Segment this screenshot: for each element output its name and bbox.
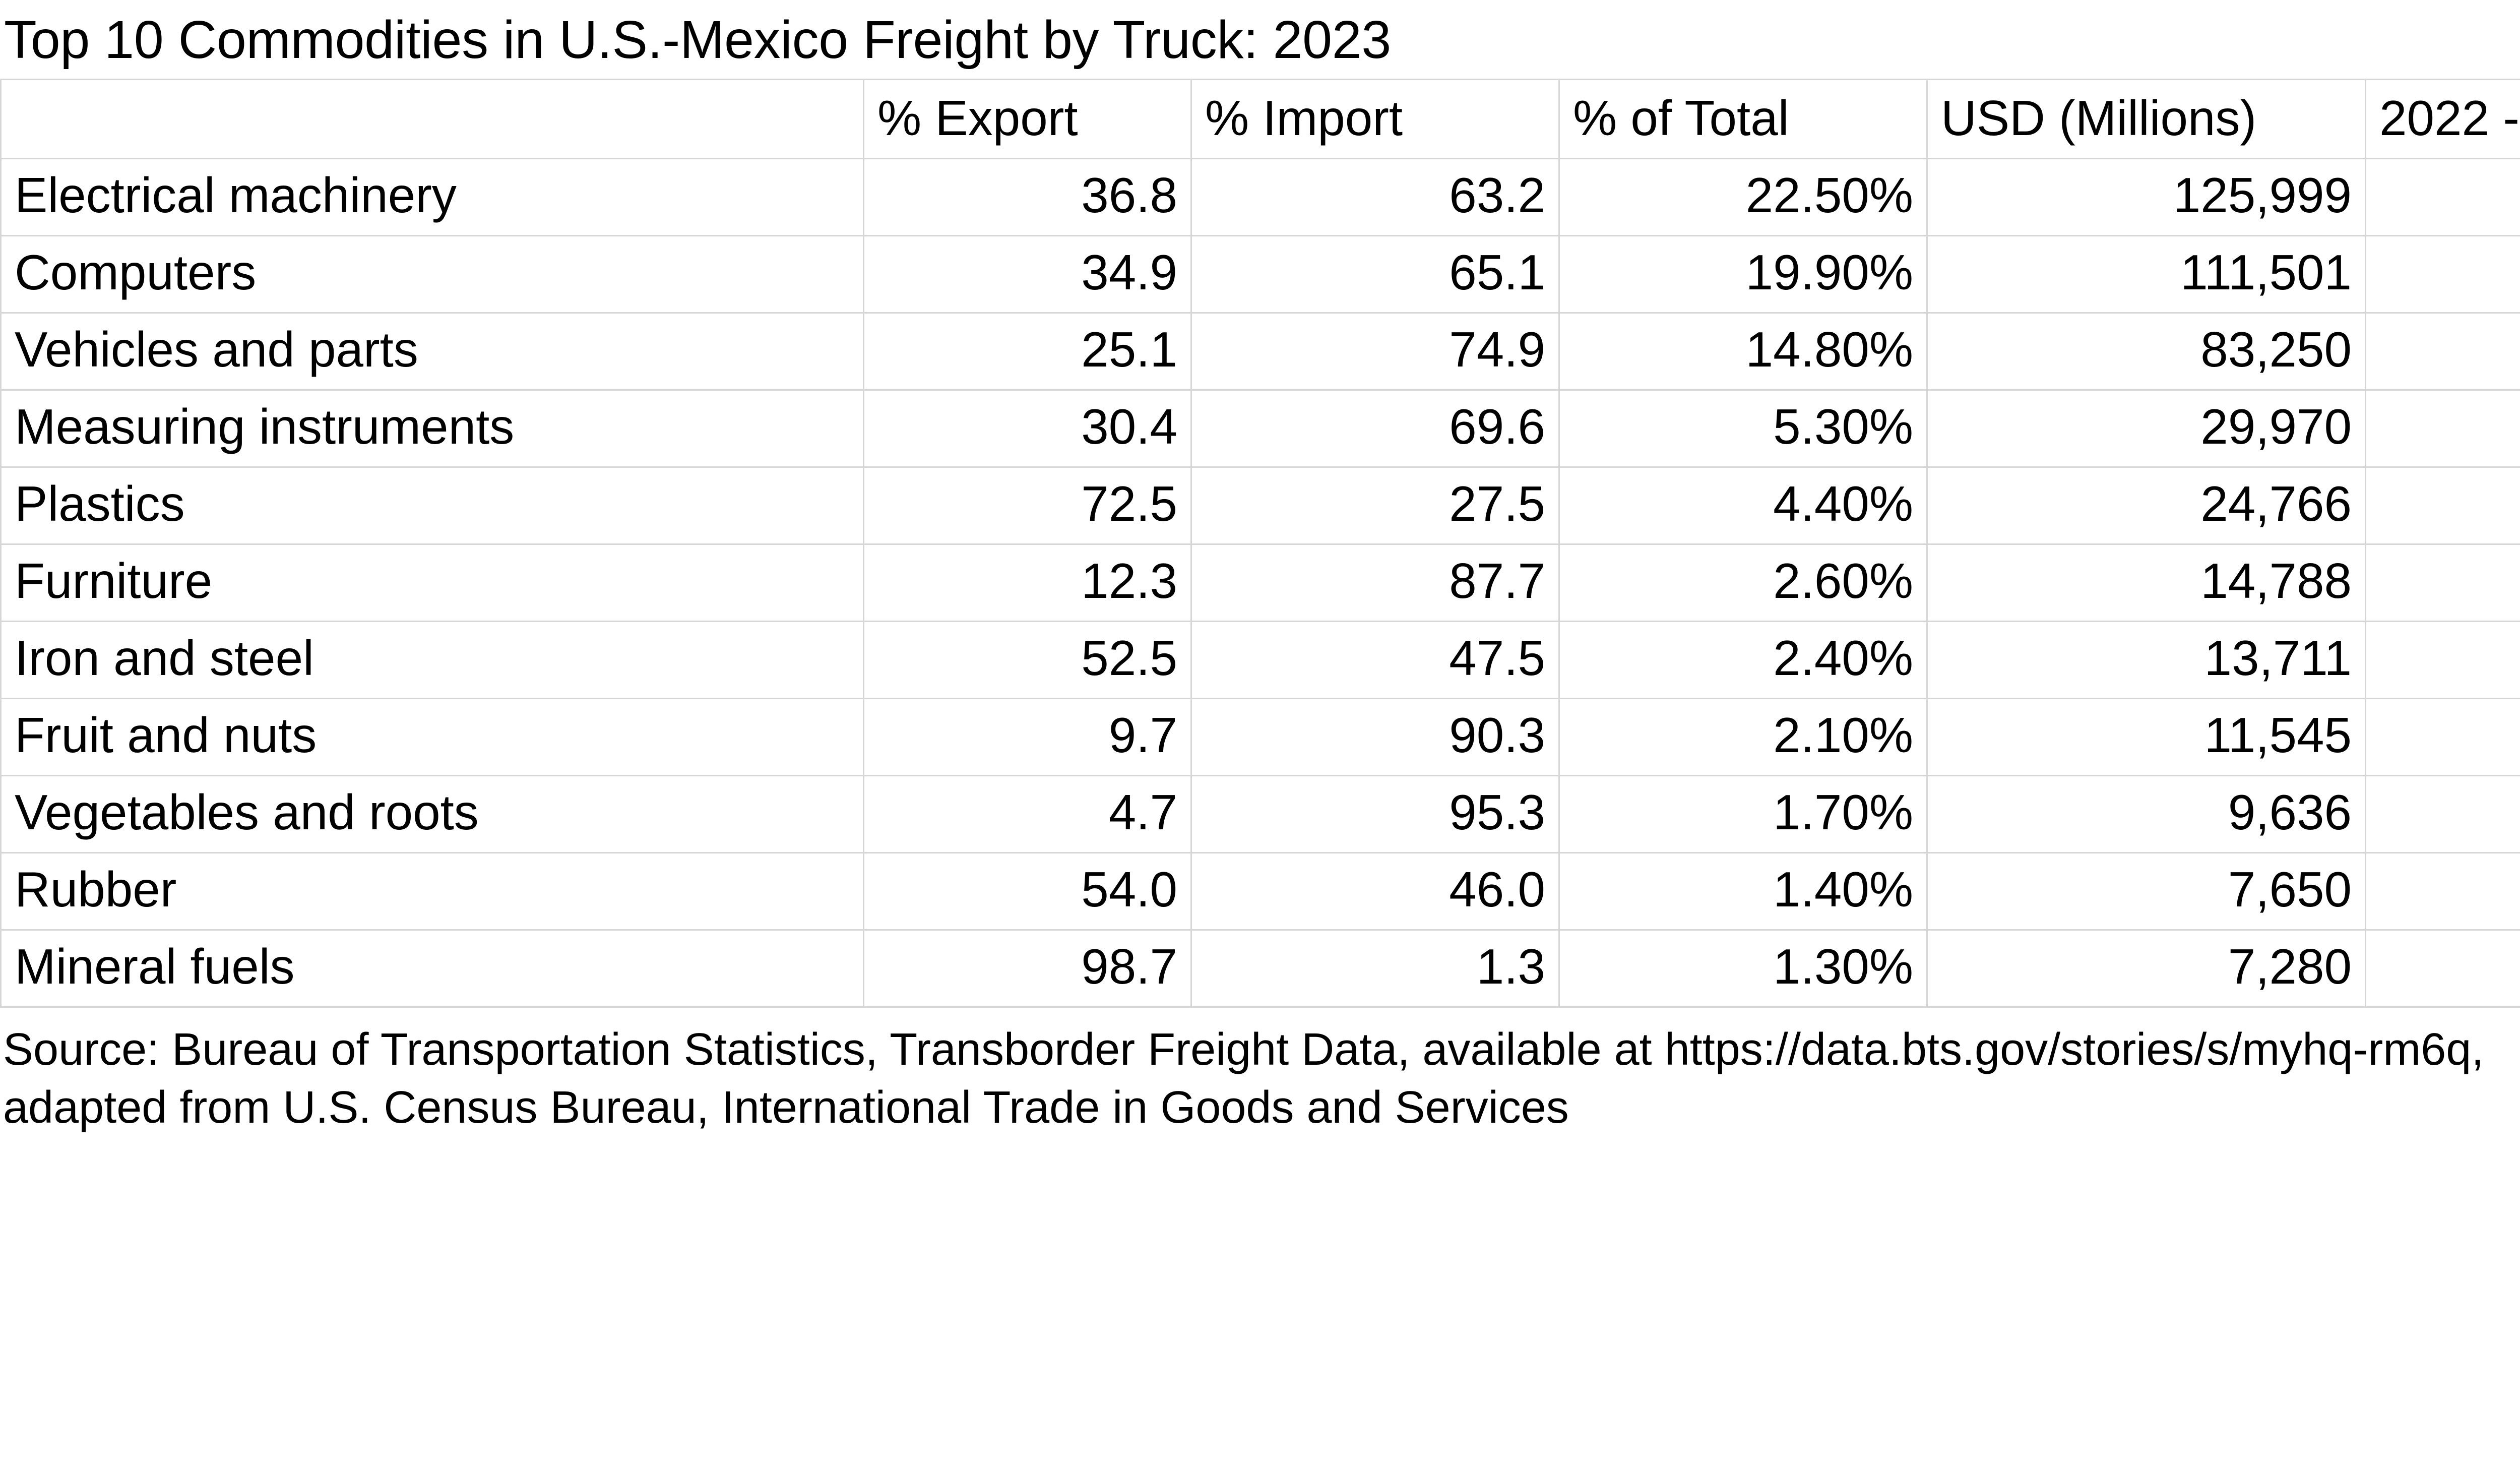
source-note-line-2: adapted from U.S. Census Bureau, Interna…	[3, 1082, 1569, 1133]
cell-usd-millions: 83,250	[1926, 312, 2366, 391]
table-row: Vegetables and roots 4.7 95.3 1.70% 9,63…	[0, 775, 2520, 853]
cell-change-2022-2023: 6.20%	[2365, 158, 2520, 236]
cell-commodity: Computers	[0, 235, 864, 314]
table-header: % Export % Import % of Total USD (Millio…	[0, 79, 2520, 159]
table-header-row: % Export % Import % of Total USD (Millio…	[0, 79, 2520, 159]
cell-usd-millions: 14,788	[1926, 543, 2366, 622]
cell-pct-export: 36.8	[863, 158, 1192, 236]
cell-pct-export: 54.0	[863, 852, 1192, 931]
cell-pct-import: 69.6	[1190, 389, 1560, 468]
cell-pct-of-total: 19.90%	[1558, 235, 1928, 314]
cell-pct-of-total: 4.40%	[1558, 466, 1928, 545]
cell-change-2022-2023: 10.30%	[2365, 852, 2520, 931]
column-header-pct-of-total[interactable]: % of Total	[1558, 79, 1928, 159]
cell-change-2022-2023: 19.00%	[2365, 312, 2520, 391]
source-note: Source: Bureau of Transportation Statist…	[0, 1021, 2520, 1137]
cell-pct-export: 72.5	[863, 466, 1192, 545]
cell-pct-export: 9.7	[863, 698, 1192, 776]
cell-pct-export: 98.7	[863, 929, 1192, 1008]
cell-change-2022-2023: 17.80%	[2365, 389, 2520, 468]
cell-pct-of-total: 1.70%	[1558, 775, 1928, 853]
cell-change-2022-2023: 7.40%	[2365, 775, 2520, 853]
table-row: Vehicles and parts 25.1 74.9 14.80% 83,2…	[0, 312, 2520, 391]
cell-pct-of-total: 2.40%	[1558, 621, 1928, 699]
page-title: Top 10 Commodities in U.S.-Mexico Freigh…	[4, 10, 1392, 70]
table-row: Measuring instruments 30.4 69.6 5.30% 29…	[0, 389, 2520, 468]
cell-pct-export: 30.4	[863, 389, 1192, 468]
cell-pct-import: 27.5	[1190, 466, 1560, 545]
table-row: Electrical machinery 36.8 63.2 22.50% 12…	[0, 158, 2520, 236]
cell-pct-import: 74.9	[1190, 312, 1560, 391]
column-header-usd-millions[interactable]: USD (Millions)	[1926, 79, 2366, 159]
cell-pct-import: 63.2	[1190, 158, 1560, 236]
cell-usd-millions: 24,766	[1926, 466, 2366, 545]
column-header-pct-import[interactable]: % Import	[1190, 79, 1560, 159]
cell-change-2022-2023: 1.40%	[2365, 466, 2520, 545]
cell-pct-import: 87.7	[1190, 543, 1560, 622]
cell-pct-of-total: 22.50%	[1558, 158, 1928, 236]
cell-usd-millions: 7,650	[1926, 852, 2366, 931]
cell-usd-millions: 11,545	[1926, 698, 2366, 776]
cell-usd-millions: 9,636	[1926, 775, 2366, 853]
cell-pct-of-total: 2.60%	[1558, 543, 1928, 622]
cell-commodity: Vehicles and parts	[0, 312, 864, 391]
cell-change-2022-2023: -5.40%	[2365, 235, 2520, 314]
cell-change-2022-2023: 3.80%	[2365, 698, 2520, 776]
table-row: Furniture 12.3 87.7 2.60% 14,788 2.00%	[0, 543, 2520, 622]
cell-pct-import: 46.0	[1190, 852, 1560, 931]
cell-pct-of-total: 1.30%	[1558, 929, 1928, 1008]
cell-pct-of-total: 2.10%	[1558, 698, 1928, 776]
freight-table: % Export % Import % of Total USD (Millio…	[0, 79, 2520, 1008]
cell-usd-millions: 125,999	[1926, 158, 2366, 236]
cell-usd-millions: 7,280	[1926, 929, 2366, 1008]
cell-pct-of-total: 5.30%	[1558, 389, 1928, 468]
cell-change-2022-2023: 2.30%	[2365, 621, 2520, 699]
cell-pct-export: 52.5	[863, 621, 1192, 699]
cell-pct-import: 90.3	[1190, 698, 1560, 776]
cell-usd-millions: 111,501	[1926, 235, 2366, 314]
column-header-commodity[interactable]	[0, 79, 864, 159]
cell-pct-of-total: 14.80%	[1558, 312, 1928, 391]
cell-change-2022-2023: 2.00%	[2365, 543, 2520, 622]
cell-commodity: Mineral fuels	[0, 929, 864, 1008]
cell-pct-import: 95.3	[1190, 775, 1560, 853]
cell-pct-import: 65.1	[1190, 235, 1560, 314]
cell-pct-export: 4.7	[863, 775, 1192, 853]
table-row: Mineral fuels 98.7 1.3 1.30% 7,280 15.00…	[0, 929, 2520, 1008]
table-row: Fruit and nuts 9.7 90.3 2.10% 11,545 3.8…	[0, 698, 2520, 776]
cell-pct-of-total: 1.40%	[1558, 852, 1928, 931]
cell-commodity: Electrical machinery	[0, 158, 864, 236]
cell-pct-export: 12.3	[863, 543, 1192, 622]
table-row: Computers 34.9 65.1 19.90% 111,501 -5.40…	[0, 235, 2520, 314]
cell-commodity: Iron and steel	[0, 621, 864, 699]
cell-commodity: Plastics	[0, 466, 864, 545]
cell-pct-export: 34.9	[863, 235, 1192, 314]
cell-change-2022-2023: 15.00%	[2365, 929, 2520, 1008]
cell-commodity: Furniture	[0, 543, 864, 622]
cell-commodity: Fruit and nuts	[0, 698, 864, 776]
cell-usd-millions: 29,970	[1926, 389, 2366, 468]
table-row: Plastics 72.5 27.5 4.40% 24,766 1.40%	[0, 466, 2520, 545]
table-row: Rubber 54.0 46.0 1.40% 7,650 10.30%	[0, 852, 2520, 931]
cell-commodity: Rubber	[0, 852, 864, 931]
cell-pct-import: 1.3	[1190, 929, 1560, 1008]
column-header-pct-export[interactable]: % Export	[863, 79, 1192, 159]
source-note-line-1: Source: Bureau of Transportation Statist…	[3, 1024, 2484, 1075]
cell-usd-millions: 13,711	[1926, 621, 2366, 699]
freight-table-wrapper: % Export % Import % of Total USD (Millio…	[0, 79, 2520, 1008]
cell-pct-import: 47.5	[1190, 621, 1560, 699]
cell-pct-export: 25.1	[863, 312, 1192, 391]
column-header-change-2022-2023[interactable]: 2022 - 2023	[2365, 79, 2520, 159]
table-body: Electrical machinery 36.8 63.2 22.50% 12…	[0, 158, 2520, 1008]
cell-commodity: Vegetables and roots	[0, 775, 864, 853]
cell-commodity: Measuring instruments	[0, 389, 864, 468]
table-row: Iron and steel 52.5 47.5 2.40% 13,711 2.…	[0, 621, 2520, 699]
